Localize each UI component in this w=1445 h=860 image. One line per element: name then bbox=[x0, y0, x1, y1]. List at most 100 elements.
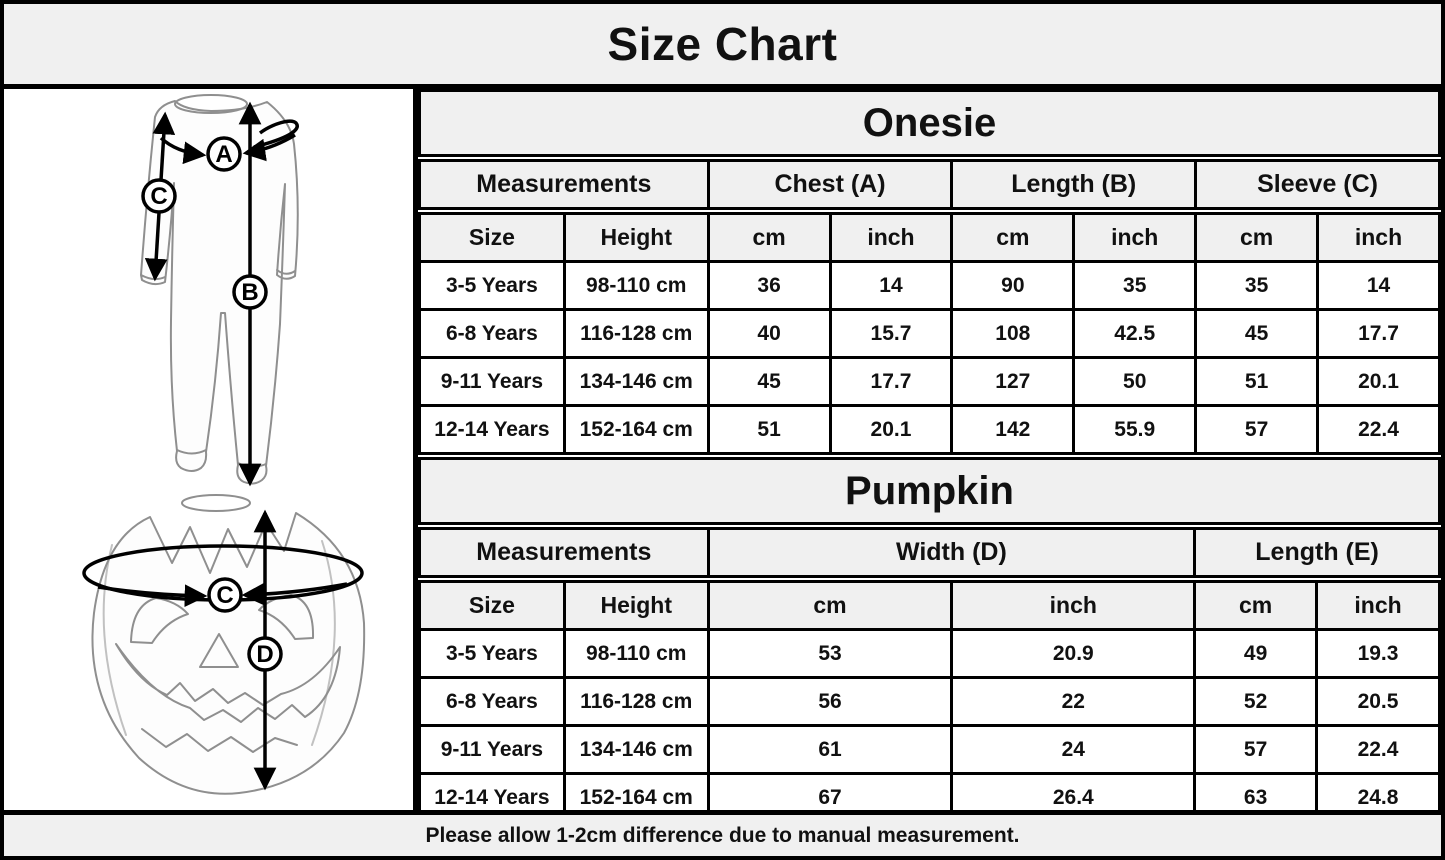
sub-header-inch: inch bbox=[1316, 212, 1441, 263]
label-d: D bbox=[256, 641, 273, 668]
table-row: 6-8 Years 116-128 cm 56 22 52 20.5 bbox=[418, 676, 1441, 727]
table-cell: 6-8 Years bbox=[418, 308, 566, 359]
table-cell: 61 bbox=[706, 724, 954, 775]
table-cell: 35 bbox=[1072, 260, 1198, 311]
table-cell: 20.5 bbox=[1315, 676, 1441, 727]
table-cell: 9-11 Years bbox=[418, 356, 566, 407]
table-cell: 116-128 cm bbox=[562, 308, 710, 359]
group-header-width: Width (D) bbox=[706, 527, 1197, 578]
table-cell: 90 bbox=[950, 260, 1076, 311]
diagram-panel: A B C bbox=[4, 89, 418, 810]
table-cell: 52 bbox=[1193, 676, 1319, 727]
pumpkin-table: Size Height cm inch cm inch 3-5 Years 98-… bbox=[418, 580, 1441, 823]
table-cell: 49 bbox=[1193, 628, 1319, 679]
table-cell: 40 bbox=[706, 308, 832, 359]
footer-note: Please allow 1-2cm difference due to man… bbox=[4, 810, 1441, 856]
table-cell: 51 bbox=[1194, 356, 1320, 407]
table-cell: 116-128 cm bbox=[562, 676, 710, 727]
group-header-measurements: Measurements bbox=[418, 159, 710, 210]
sub-header-height: Height bbox=[562, 212, 710, 263]
pumpkin-section: Pumpkin Measurements Width (D) Length (E… bbox=[418, 457, 1441, 823]
table-cell: 12-14 Years bbox=[418, 404, 566, 455]
table-cell: 15.7 bbox=[828, 308, 954, 359]
table-cell: 20.1 bbox=[828, 404, 954, 455]
table-cell: 98-110 cm bbox=[562, 628, 710, 679]
table-cell: 45 bbox=[706, 356, 832, 407]
table-cell: 22 bbox=[950, 676, 1197, 727]
table-cell: 9-11 Years bbox=[418, 724, 566, 775]
table-row: 12-14 Years 152-164 cm 51 20.1 142 55.9 57 22.4 bbox=[418, 404, 1441, 455]
table-cell: 51 bbox=[706, 404, 832, 455]
sub-header-height: Height bbox=[562, 580, 710, 631]
pumpkin-measure-arrows: C D bbox=[82, 509, 364, 791]
group-header-sleeve: Sleeve (C) bbox=[1194, 159, 1441, 210]
onesie-section-title: Onesie bbox=[418, 89, 1441, 157]
table-cell: 50 bbox=[1072, 356, 1198, 407]
table-cell: 36 bbox=[706, 260, 832, 311]
table-cell: 134-146 cm bbox=[562, 724, 710, 775]
table-cell: 3-5 Years bbox=[418, 628, 566, 679]
table-cell: 35 bbox=[1194, 260, 1320, 311]
onesie-section: Onesie Measurements Chest (A) Length (B) bbox=[418, 89, 1441, 455]
page-title: Size Chart bbox=[4, 4, 1441, 89]
label-a-circle bbox=[206, 136, 242, 172]
table-cell: 108 bbox=[950, 308, 1076, 359]
sub-header-cm: cm bbox=[950, 212, 1076, 263]
sub-header-cm: cm bbox=[706, 580, 954, 631]
sub-header-inch: inch bbox=[950, 580, 1197, 631]
sub-header-cm: cm bbox=[706, 212, 832, 263]
tables-panel: Onesie Measurements Chest (A) Length (B) bbox=[418, 89, 1441, 823]
table-cell: 3-5 Years bbox=[418, 260, 566, 311]
table-row: 3-5 Years 98-110 cm 53 20.9 49 19.3 bbox=[418, 628, 1441, 679]
table-cell: 20.9 bbox=[950, 628, 1197, 679]
table-cell: 134-146 cm bbox=[562, 356, 710, 407]
table-cell: 127 bbox=[950, 356, 1076, 407]
sub-header-inch: inch bbox=[1315, 580, 1441, 631]
table-cell: 24 bbox=[950, 724, 1197, 775]
label-c-circle bbox=[141, 178, 177, 214]
sub-header-row: Size Height cm inch cm inch bbox=[418, 580, 1441, 631]
pumpkin-group-header-table: Measurements Width (D) Length (E) bbox=[418, 527, 1441, 578]
content-area: A B C bbox=[4, 89, 1441, 823]
sub-header-size: Size bbox=[418, 580, 566, 631]
label-b-circle bbox=[232, 274, 268, 310]
table-cell: 6-8 Years bbox=[418, 676, 566, 727]
label-c2: C bbox=[216, 582, 233, 609]
group-header-chest: Chest (A) bbox=[706, 159, 954, 210]
table-cell: 42.5 bbox=[1072, 308, 1198, 359]
onesie-diagram: A B C bbox=[140, 94, 299, 487]
pumpkin-diagram: C D bbox=[82, 494, 366, 795]
table-cell: 57 bbox=[1193, 724, 1319, 775]
table-cell: 55.9 bbox=[1072, 404, 1198, 455]
table-cell: 53 bbox=[706, 628, 954, 679]
table-cell: 98-110 cm bbox=[562, 260, 710, 311]
label-c: C bbox=[150, 183, 167, 210]
table-cell: 14 bbox=[828, 260, 954, 311]
sub-header-inch: inch bbox=[828, 212, 954, 263]
table-cell: 20.1 bbox=[1316, 356, 1441, 407]
label-a: A bbox=[215, 141, 232, 168]
table-cell: 19.3 bbox=[1315, 628, 1441, 679]
group-header-length: Length (E) bbox=[1193, 527, 1441, 578]
table-cell: 56 bbox=[706, 676, 954, 727]
onesie-group-header-table: Measurements Chest (A) Length (B) Sleeve… bbox=[418, 159, 1441, 210]
table-cell: 14 bbox=[1316, 260, 1441, 311]
onesie-measure-arrows: A B C bbox=[141, 101, 299, 487]
table-cell: 17.7 bbox=[828, 356, 954, 407]
sub-header-cm: cm bbox=[1194, 212, 1320, 263]
table-cell: 22.4 bbox=[1316, 404, 1441, 455]
table-cell: 152-164 cm bbox=[562, 404, 710, 455]
group-header-length: Length (B) bbox=[950, 159, 1198, 210]
sub-header-size: Size bbox=[418, 212, 566, 263]
table-row: 3-5 Years 98-110 cm 36 14 90 35 35 14 bbox=[418, 260, 1441, 311]
table-row: 6-8 Years 116-128 cm 40 15.7 108 42.5 45 17.7 bbox=[418, 308, 1441, 359]
pumpkin-section-title: Pumpkin bbox=[418, 457, 1441, 525]
table-row: 9-11 Years 134-146 cm 45 17.7 127 50 51 20.1 bbox=[418, 356, 1441, 407]
table-cell: 22.4 bbox=[1315, 724, 1441, 775]
table-row: 9-11 Years 134-146 cm 61 24 57 22.4 bbox=[418, 724, 1441, 775]
pumpkin-sketch bbox=[91, 494, 366, 795]
table-cell: 142 bbox=[950, 404, 1076, 455]
group-header-row: Measurements Width (D) Length (E) bbox=[418, 527, 1441, 578]
group-header-measurements: Measurements bbox=[418, 527, 710, 578]
